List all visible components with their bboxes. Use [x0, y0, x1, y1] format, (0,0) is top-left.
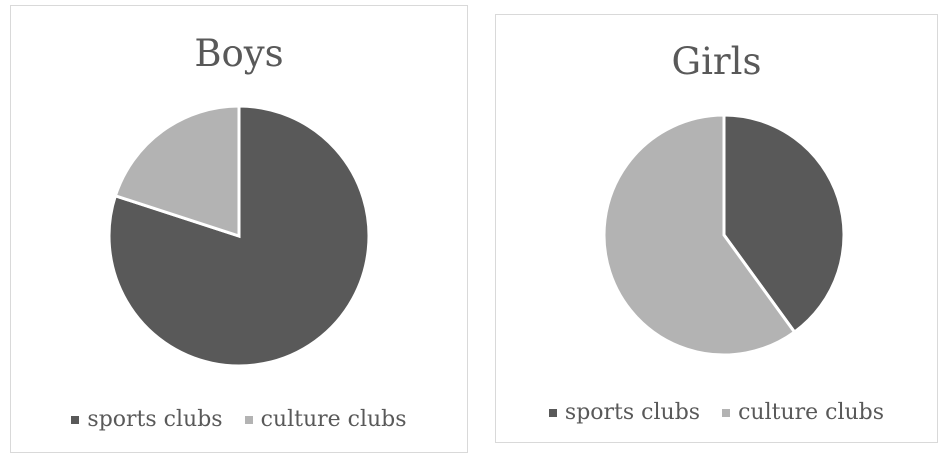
- legend-item-culture-clubs: culture clubs: [722, 402, 884, 424]
- legend-item-sports-clubs: sports clubs: [548, 400, 701, 425]
- legend-swatch-culture-clubs: [244, 416, 253, 424]
- legend-swatch-sports-clubs: [548, 409, 557, 417]
- legend-item-culture-clubs: culture clubs: [244, 407, 407, 432]
- legend-label-culture-clubs: culture clubs: [738, 400, 885, 425]
- legend-label-sports-clubs: sports clubs: [564, 400, 701, 425]
- legend-swatch-sports-clubs: [71, 416, 80, 424]
- girls-pie-chart: [602, 113, 846, 357]
- chart-legend: sports clubs culture clubs: [11, 409, 467, 431]
- chart-legend: sports clubs culture clubs: [496, 402, 937, 424]
- legend-swatch-culture-clubs: [722, 409, 731, 417]
- boys-chart-panel: Boys sports clubs culture clubs: [10, 5, 468, 453]
- chart-title: Girls: [671, 40, 762, 83]
- boys-pie-chart: [107, 104, 371, 368]
- legend-label-culture-clubs: culture clubs: [260, 407, 407, 432]
- chart-title: Boys: [194, 32, 284, 75]
- pie-slice-culture-clubs: [113, 104, 241, 239]
- girls-chart-panel: Girls sports clubs culture clubs: [495, 14, 938, 443]
- pie-slice-sports-clubs: [722, 113, 846, 335]
- legend-item-sports-clubs: sports clubs: [71, 407, 223, 432]
- pie-slice-culture-clubs: [602, 113, 797, 357]
- legend-label-sports-clubs: sports clubs: [87, 407, 223, 432]
